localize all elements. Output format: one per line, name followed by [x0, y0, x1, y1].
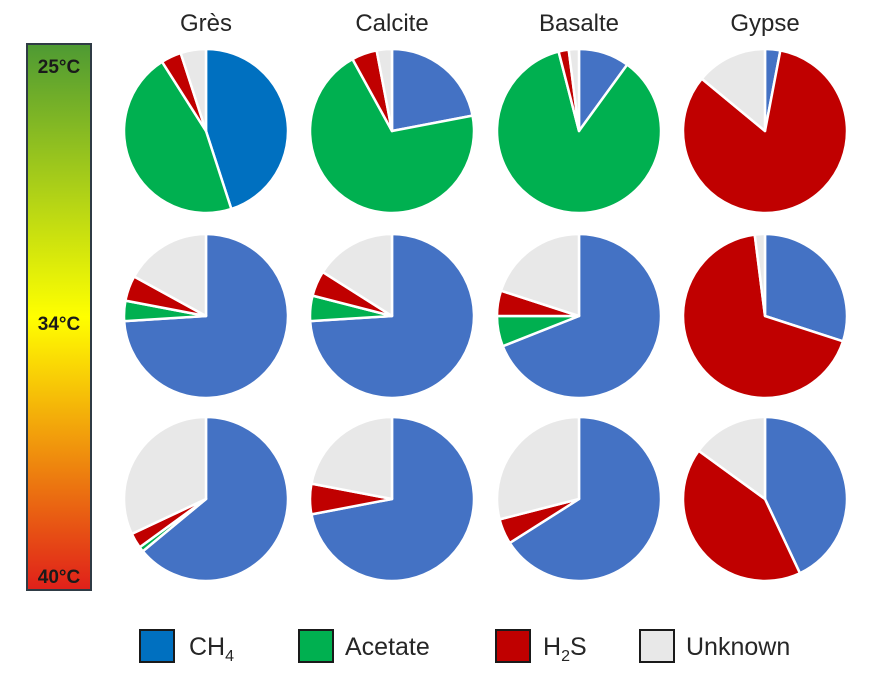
legend-swatch-ch4 — [139, 629, 175, 663]
pie-40-c-gr-s — [122, 415, 290, 583]
temperature-gradient-bar — [26, 43, 92, 591]
pie-34-c-calcite — [308, 232, 476, 400]
legend: CH4 Acetate H2S Unknown — [139, 629, 790, 665]
slice-40-c-gr-s-ch4 — [141, 415, 290, 583]
legend-swatch-h2s — [495, 629, 531, 663]
slice-34-c-basalte-ch4 — [501, 232, 663, 400]
pie-25-c-calcite — [308, 47, 476, 215]
slice-25-c-gr-s-unknown — [179, 47, 208, 133]
slice-40-c-gypse-ch4 — [763, 415, 849, 575]
slice-40-c-gypse-h2s — [681, 449, 802, 583]
legend-label-acetate: Acetate — [345, 633, 430, 661]
slice-34-c-calcite-unknown — [321, 232, 394, 318]
column-titles: Grès Calcite Basalte Gypse — [180, 10, 800, 37]
slice-40-c-gypse-unknown — [697, 415, 767, 501]
slice-25-c-calcite-unknown — [375, 47, 394, 133]
pie-25-c-basalte — [495, 47, 663, 215]
pie-40-c-gypse — [681, 415, 849, 583]
pie-25-c-gr-s — [122, 47, 290, 215]
slice-25-c-gr-s-ch4 — [204, 47, 290, 211]
slice-40-c-basalte-ch4 — [508, 415, 663, 583]
slice-25-c-gypse-unknown — [700, 47, 767, 133]
slice-25-c-basalte-unknown — [567, 47, 581, 133]
column-title-basalte: Basalte — [539, 10, 619, 37]
legend-label-unknown: Unknown — [686, 633, 790, 661]
legend-label-ch4: CH4 — [189, 633, 234, 665]
pie-40-c-basalte — [495, 415, 663, 583]
temperature-scale: 25°C 34°C 40°C — [26, 43, 92, 591]
slice-34-c-gr-s-unknown — [132, 232, 208, 318]
legend-item-acetate: Acetate — [298, 629, 430, 663]
pie-34-c-basalte — [495, 232, 663, 400]
temp-label-bottom: 40°C — [38, 567, 81, 588]
slice-40-c-basalte-unknown — [495, 415, 581, 521]
legend-item-h2s: H2S — [495, 629, 587, 665]
slice-34-c-basalte-unknown — [499, 232, 581, 318]
temp-label-top: 25°C — [38, 57, 81, 78]
legend-swatch-acetate — [298, 629, 334, 663]
slice-25-c-gr-s-acetate — [122, 60, 233, 215]
pie-25-c-gypse — [681, 47, 849, 215]
slice-34-c-gypse-h2s — [681, 233, 845, 400]
pie-34-c-gypse — [681, 232, 849, 400]
slice-40-c-gr-s-unknown — [122, 415, 208, 536]
legend-swatch-unknown — [639, 629, 675, 663]
column-title-gypse: Gypse — [730, 10, 799, 37]
slice-34-c-gypse-ch4 — [763, 232, 849, 343]
slice-25-c-calcite-ch4 — [390, 47, 474, 133]
legend-label-h2s: H2S — [543, 633, 587, 665]
slice-40-c-calcite-unknown — [310, 415, 394, 501]
slice-34-c-gypse-unknown — [753, 232, 767, 318]
column-title-calcite: Calcite — [355, 10, 428, 37]
legend-item-unknown: Unknown — [639, 629, 790, 663]
pie-34-c-gr-s — [122, 232, 290, 400]
pie-40-c-calcite — [308, 415, 476, 583]
temp-label-mid: 34°C — [38, 314, 81, 335]
slice-25-c-basalte-acetate — [495, 50, 663, 215]
column-title-gres: Grès — [180, 10, 232, 37]
slice-25-c-calcite-acetate — [308, 57, 476, 215]
pie-grid — [122, 47, 849, 583]
legend-item-ch4: CH4 — [139, 629, 234, 665]
